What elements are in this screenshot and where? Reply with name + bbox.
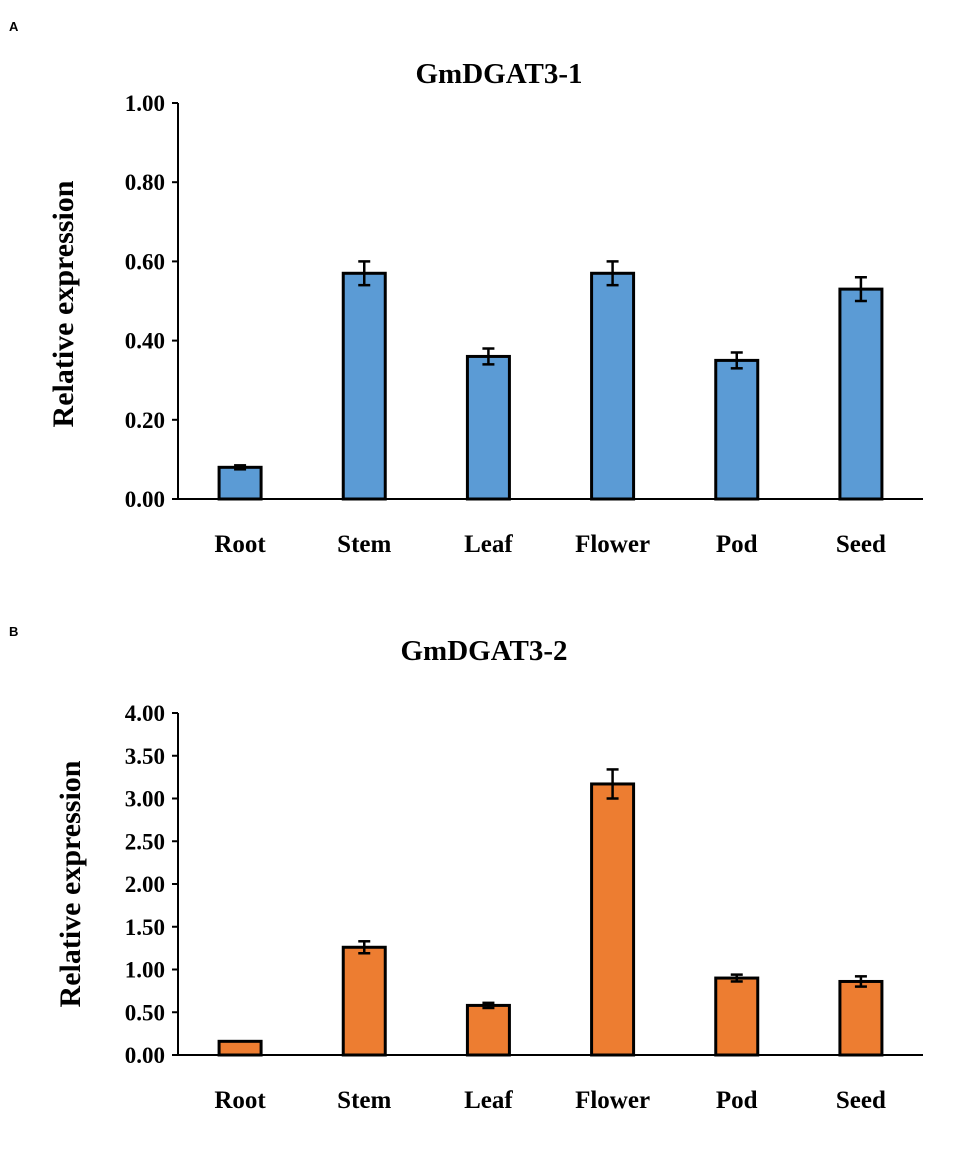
x-tick-label: Seed [836, 1087, 886, 1114]
bar-seed [838, 979, 884, 1057]
y-tick-label: 1.00 [125, 958, 165, 983]
x-tick-label: Leaf [464, 1087, 513, 1114]
y-tick-label: 0.80 [125, 170, 165, 195]
chart-title: GmDGAT3-2 [400, 635, 567, 667]
y-tick-label: 0.60 [125, 249, 165, 274]
y-tick-label: 0.00 [125, 1043, 165, 1068]
bar-pod [714, 358, 760, 501]
y-tick-label: 2.00 [125, 872, 165, 897]
bar-flower [590, 782, 636, 1057]
x-tick-label: Pod [716, 1087, 758, 1114]
bar-seed [838, 287, 884, 501]
x-tick-label: Flower [575, 531, 650, 558]
x-tick-label: Pod [716, 531, 758, 558]
y-tick-label: 4.00 [125, 701, 165, 726]
bar-pod [714, 976, 760, 1057]
bar-leaf [465, 354, 511, 501]
y-tick-label: 1.50 [125, 915, 165, 940]
y-tick-label: 0.20 [125, 408, 165, 433]
y-tick-label: 0.00 [125, 487, 165, 512]
bar-stem [341, 945, 387, 1057]
y-tick-label: 2.50 [125, 829, 165, 854]
y-axis-label: Relative expression [54, 760, 87, 1007]
panel-letter: A [9, 19, 19, 34]
bar-root [217, 1039, 263, 1057]
y-tick-label: 0.40 [125, 329, 165, 354]
x-tick-label: Flower [575, 1087, 650, 1114]
bar-flower [590, 271, 636, 501]
x-tick-label: Seed [836, 531, 886, 558]
y-axis-label: Relative expression [47, 180, 80, 427]
bar-leaf [465, 1003, 511, 1057]
x-tick-label: Stem [337, 1087, 391, 1114]
x-tick-label: Leaf [464, 531, 513, 558]
x-tick-label: Stem [337, 531, 391, 558]
chart-b: B GmDGAT3-2 Relative expression 0.00 0.50… [9, 624, 923, 1114]
bar-stem [341, 271, 387, 501]
x-tick-label: Root [214, 1087, 266, 1114]
y-tick-label: 0.50 [125, 1000, 165, 1025]
y-tick-label: 3.00 [125, 787, 165, 812]
bar-root [217, 465, 263, 501]
chart-a: A GmDGAT3-1 Relative expression 0.00 0.20… [9, 19, 923, 558]
y-tick-label: 1.00 [125, 91, 165, 116]
x-tick-label: Root [214, 531, 266, 558]
panel-letter: B [9, 624, 18, 639]
chart-title: GmDGAT3-1 [415, 58, 582, 90]
y-tick-label: 3.50 [125, 744, 165, 769]
